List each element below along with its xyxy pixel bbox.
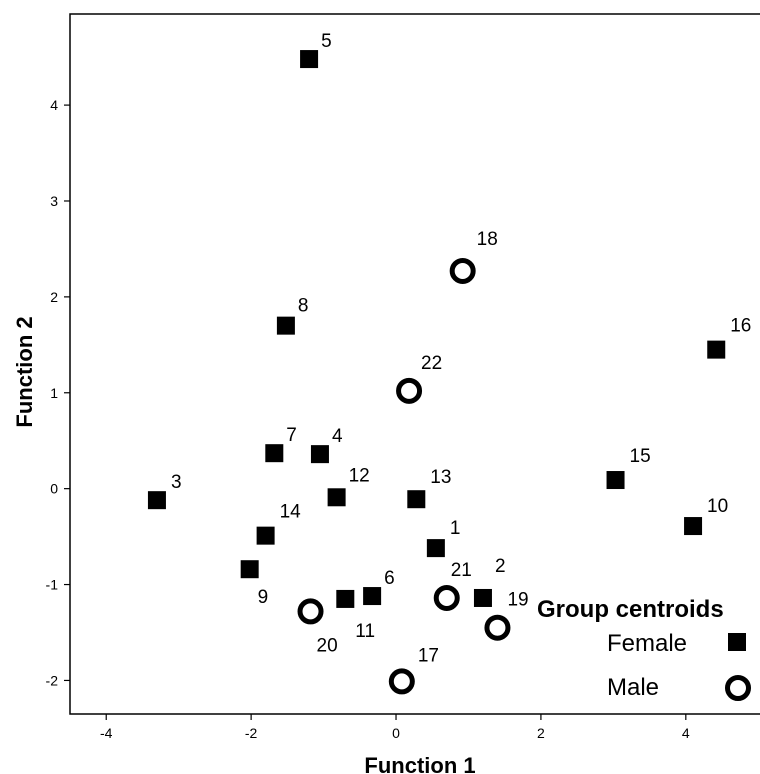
point-label-17: 17 <box>418 645 439 666</box>
point-male-19 <box>484 614 511 641</box>
point-label-3: 3 <box>171 472 182 493</box>
point-female-7 <box>265 444 284 463</box>
legend-title: Group centroids <box>537 596 724 623</box>
x-tick-label: -2 <box>245 725 258 741</box>
point-female-16 <box>707 340 726 359</box>
y-tick-label: -1 <box>46 577 59 593</box>
point-label-19: 19 <box>507 590 528 611</box>
point-label-22: 22 <box>421 353 442 374</box>
point-label-11: 11 <box>355 621 375 642</box>
legend-female-square-icon <box>728 633 746 651</box>
y-axis: -2 -1 0 1 2 3 4 <box>46 97 70 688</box>
plot-frame <box>69 13 760 715</box>
point-female-1 <box>426 539 445 558</box>
point-female-9 <box>240 560 259 579</box>
point-male-22 <box>396 377 423 404</box>
point-label-6: 6 <box>384 568 395 589</box>
y-axis-title: Function 2 <box>12 316 37 427</box>
point-male-18 <box>449 257 476 284</box>
point-label-13: 13 <box>430 467 451 488</box>
point-label-7: 7 <box>286 425 297 446</box>
point-label-4: 4 <box>332 426 343 447</box>
point-label-16: 16 <box>730 316 751 337</box>
y-tick-label: 2 <box>50 289 58 305</box>
point-female-8 <box>276 316 295 335</box>
x-tick-label: 2 <box>537 725 545 741</box>
point-label-2: 2 <box>495 556 506 577</box>
point-label-15: 15 <box>630 446 651 467</box>
legend-label-female: Female <box>607 630 687 657</box>
point-label-10: 10 <box>707 496 728 517</box>
x-tick-label: 0 <box>392 725 400 741</box>
point-female-14 <box>256 526 275 545</box>
point-label-14: 14 <box>280 502 302 523</box>
x-axis-title: Function 1 <box>364 753 475 774</box>
point-label-5: 5 <box>321 31 332 52</box>
point-label-9: 9 <box>258 587 269 608</box>
point-male-21 <box>433 584 460 611</box>
point-male-17 <box>388 668 415 695</box>
x-tick-label: 4 <box>682 725 690 741</box>
point-female-2 <box>473 588 492 607</box>
x-axis: -4 -2 0 2 4 <box>100 714 690 741</box>
point-label-1: 1 <box>450 518 461 539</box>
legend-label-male: Male <box>607 674 659 701</box>
x-tick-label: -4 <box>100 725 113 741</box>
point-female-15 <box>606 471 625 490</box>
point-female-12 <box>327 488 346 507</box>
y-tick-label: 0 <box>50 481 58 497</box>
legend-male-ring-icon <box>725 675 751 701</box>
point-female-11 <box>336 589 355 608</box>
point-female-6 <box>363 587 382 606</box>
point-female-5 <box>300 50 319 69</box>
point-female-10 <box>684 517 703 536</box>
y-tick-label: 1 <box>50 385 58 401</box>
point-label-21: 21 <box>451 560 472 581</box>
legend: Group centroids Female Male <box>537 596 751 701</box>
y-tick-label: 4 <box>50 97 58 113</box>
point-label-12: 12 <box>349 465 370 486</box>
point-label-8: 8 <box>298 296 309 317</box>
point-female-3 <box>147 491 166 510</box>
point-male-20 <box>297 598 324 625</box>
y-tick-label: 3 <box>50 193 58 209</box>
point-label-18: 18 <box>477 229 498 250</box>
y-tick-label: -2 <box>46 672 59 688</box>
point-female-13 <box>407 490 426 509</box>
point-female-4 <box>310 445 329 464</box>
point-label-20: 20 <box>317 635 338 656</box>
